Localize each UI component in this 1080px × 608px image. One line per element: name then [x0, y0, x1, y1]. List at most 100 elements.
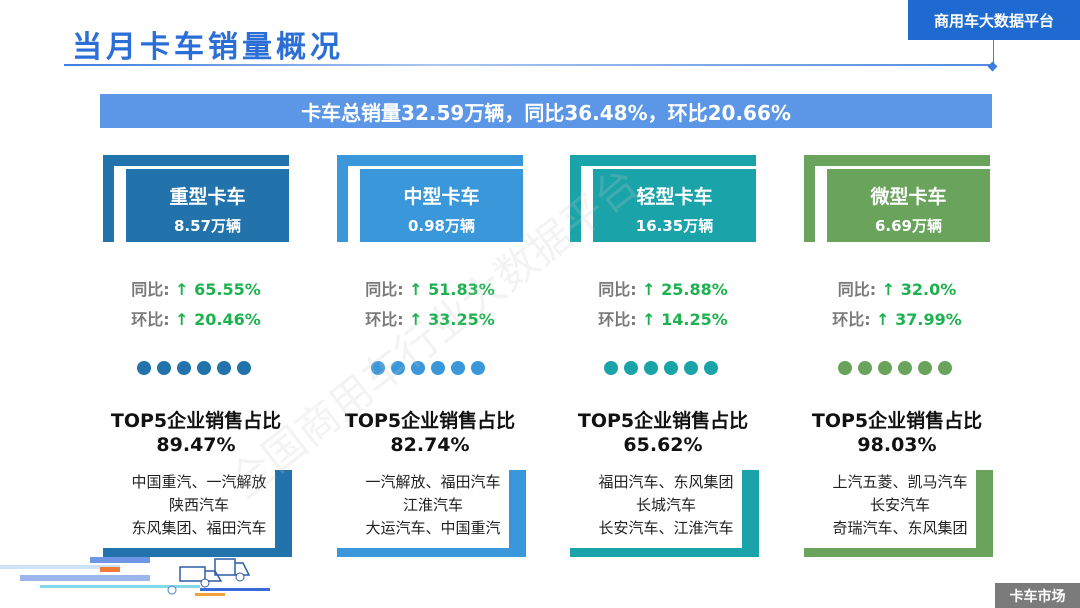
decor-dot	[451, 361, 465, 375]
decor-dot	[411, 361, 425, 375]
connector-line	[993, 40, 994, 65]
arrow-up-icon: ↑	[642, 280, 656, 299]
summary-banner: 卡车总销量32.59万辆，同比36.48%，环比20.66%	[100, 94, 992, 128]
decor-dot	[878, 361, 892, 375]
category-box: 重型卡车 8.57万辆	[126, 169, 289, 242]
decor-dot	[157, 361, 171, 375]
mom-label: 环比:	[365, 310, 404, 329]
list-frame	[509, 470, 526, 557]
list-frame	[275, 470, 292, 557]
header-frame	[804, 155, 990, 166]
company-line: 奇瑞汽车、东风集团	[832, 519, 968, 537]
top5-share: TOP5企业销售占比 65.62%	[560, 409, 766, 457]
arrow-up-icon: ↑	[175, 280, 189, 299]
decor-dot	[137, 361, 151, 375]
arrow-up-icon: ↑	[881, 280, 896, 299]
title-divider	[64, 64, 994, 66]
company-line: 大运汽车、中国重汽	[365, 519, 501, 537]
top5-label: TOP5企业销售占比	[110, 410, 282, 432]
decor-dot	[858, 361, 872, 375]
yoy-label: 同比:	[598, 280, 637, 299]
yoy-label: 同比:	[365, 280, 404, 299]
company-line: 福田汽车、东风集团	[598, 473, 734, 491]
category-volume: 0.98万辆	[407, 217, 475, 235]
category-volume: 8.57万辆	[173, 217, 241, 235]
mom-label: 环比:	[832, 310, 871, 329]
dot-divider	[371, 361, 485, 375]
company-line: 长安汽车、江淮汽车	[598, 519, 734, 537]
decor-dot	[391, 361, 405, 375]
decor-dot	[177, 361, 191, 375]
growth-stats: 同比: ↑ 65.55% 环比: ↑ 20.46%	[103, 275, 289, 335]
header-frame	[337, 155, 523, 166]
top5-percent: 89.47%	[156, 434, 236, 456]
decor-dot	[838, 361, 852, 375]
dot-divider	[838, 361, 952, 375]
decor-dot	[217, 361, 231, 375]
decor-dot	[604, 361, 618, 375]
mom-value: 20.46%	[194, 310, 261, 329]
card-micro-truck: 微型卡车 6.69万辆 同比: ↑ 32.0% 环比: ↑ 37.99% TOP…	[804, 155, 994, 565]
category-header: 轻型卡车 16.35万辆	[570, 155, 756, 242]
card-medium-truck: 中型卡车 0.98万辆 同比: ↑ 51.83% 环比: ↑ 33.25% TO…	[337, 155, 527, 565]
yoy-label: 同比:	[837, 280, 877, 299]
page-title: 当月卡车销量概况	[72, 30, 344, 65]
category-name: 微型卡车	[870, 186, 947, 208]
mom-label: 环比:	[131, 310, 170, 329]
platform-badge: 商用车大数据平台	[908, 0, 1080, 40]
decor-dot	[471, 361, 485, 375]
decor-dot	[918, 361, 932, 375]
top5-label: TOP5企业销售占比	[811, 410, 983, 432]
top5-percent: 98.03%	[857, 434, 937, 456]
company-line: 东风集团、福田汽车	[131, 519, 267, 537]
yoy-value: 65.55%	[194, 280, 261, 299]
top5-company-list: 福田汽车、东风集团 长城汽车 长安汽车、江淮汽车	[586, 471, 746, 540]
top5-label: TOP5企业销售占比	[344, 410, 516, 432]
decor-dot	[938, 361, 952, 375]
mom-value: 37.99%	[895, 310, 962, 329]
category-header: 微型卡车 6.69万辆	[804, 155, 990, 242]
company-line: 一汽解放、福田汽车	[365, 473, 501, 491]
dot-divider	[137, 361, 251, 375]
category-box: 轻型卡车 16.35万辆	[593, 169, 756, 242]
company-line: 陕西汽车	[168, 496, 229, 514]
category-volume: 6.69万辆	[874, 217, 942, 235]
company-line: 上汽五菱、凯马汽车	[832, 473, 968, 491]
mom-value: 33.25%	[428, 310, 495, 329]
header-frame	[103, 155, 289, 166]
divider-diamond	[987, 61, 998, 72]
category-header: 中型卡车 0.98万辆	[337, 155, 523, 242]
arrow-up-icon: ↑	[409, 280, 423, 299]
decor-dot	[684, 361, 698, 375]
decor-dot	[197, 361, 211, 375]
top5-label: TOP5企业销售占比	[577, 410, 749, 432]
top5-percent: 65.62%	[623, 434, 703, 456]
truck-illustration	[0, 557, 270, 596]
arrow-up-icon: ↑	[876, 310, 890, 329]
top5-company-list: 上汽五菱、凯马汽车 长安汽车 奇瑞汽车、东风集团	[820, 471, 980, 540]
decor-dot	[644, 361, 658, 375]
category-box: 微型卡车 6.69万辆	[827, 169, 990, 242]
list-frame	[804, 548, 993, 557]
header-frame	[804, 155, 815, 242]
mom-value: 14.25%	[661, 310, 728, 329]
card-light-truck: 轻型卡车 16.35万辆 同比: ↑ 25.88% 环比: ↑ 14.25% T…	[570, 155, 760, 565]
category-header: 重型卡车 8.57万辆	[103, 155, 289, 242]
category-name: 轻型卡车	[636, 186, 713, 208]
arrow-up-icon: ↑	[409, 310, 423, 329]
top5-share: TOP5企业销售占比 98.03%	[794, 409, 1000, 457]
category-box: 中型卡车 0.98万辆	[360, 169, 523, 242]
growth-stats: 同比: ↑ 32.0% 环比: ↑ 37.99%	[804, 275, 990, 335]
decor-dot	[624, 361, 638, 375]
mom-label: 环比:	[598, 310, 637, 329]
category-name: 中型卡车	[403, 186, 480, 208]
category-name: 重型卡车	[169, 186, 246, 208]
company-line: 长城汽车	[635, 496, 696, 514]
header-frame	[337, 155, 348, 242]
decor-dot	[371, 361, 385, 375]
growth-stats: 同比: ↑ 25.88% 环比: ↑ 14.25%	[570, 275, 756, 335]
decor-dot	[704, 361, 718, 375]
top5-percent: 82.74%	[390, 434, 470, 456]
mom-row: 环比: ↑ 37.99%	[804, 305, 990, 335]
arrow-up-icon: ↑	[175, 310, 189, 329]
